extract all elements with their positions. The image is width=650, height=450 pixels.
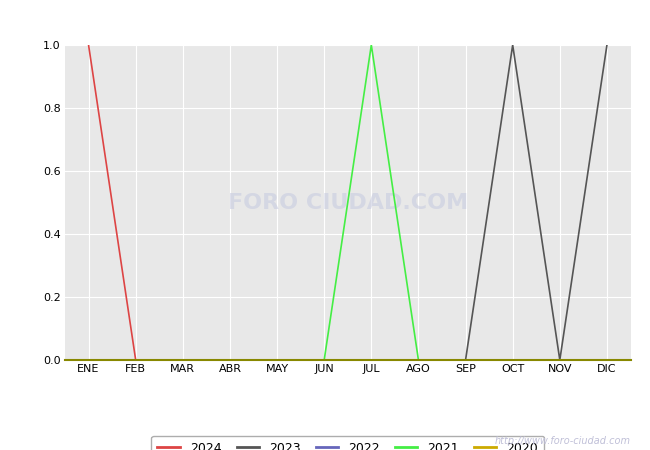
Text: FORO CIUDAD.COM: FORO CIUDAD.COM bbox=[227, 193, 468, 212]
Text: http://www.foro-ciudad.com: http://www.foro-ciudad.com bbox=[495, 436, 630, 446]
Text: Matriculaciones de Vehiculos en Cubilla: Matriculaciones de Vehiculos en Cubilla bbox=[161, 11, 489, 29]
Legend: 2024, 2023, 2022, 2021, 2020: 2024, 2023, 2022, 2021, 2020 bbox=[151, 436, 545, 450]
